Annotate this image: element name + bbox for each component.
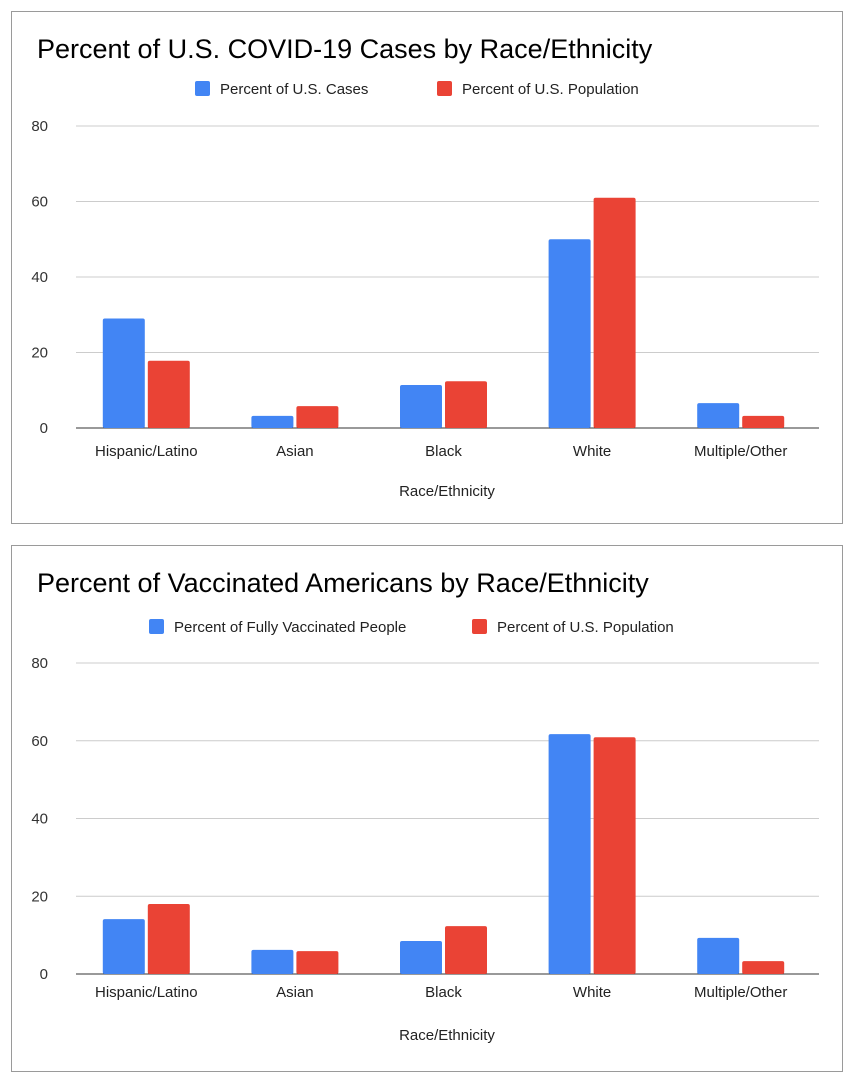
bar-blue bbox=[400, 940, 442, 974]
cases-chart-panel: Percent of U.S. COVID-19 Cases by Race/E… bbox=[11, 11, 843, 524]
bar-red bbox=[147, 904, 190, 974]
x-tick-label: Hispanic/Latino bbox=[95, 443, 198, 460]
bar-blue bbox=[697, 937, 740, 974]
legend-swatch bbox=[195, 81, 210, 96]
x-tick-label: Black bbox=[425, 984, 462, 1001]
x-tick-label: White bbox=[573, 984, 611, 1001]
legend-label: Percent of U.S. Population bbox=[497, 619, 674, 636]
bar-blue bbox=[548, 734, 591, 974]
legend-swatch bbox=[472, 619, 487, 634]
bar-red bbox=[296, 951, 339, 974]
y-tick-label: 0 bbox=[40, 966, 48, 983]
x-tick-label: Hispanic/Latino bbox=[95, 984, 198, 1001]
bar-blue bbox=[400, 384, 442, 428]
y-tick-label: 20 bbox=[31, 888, 48, 905]
bar-red bbox=[593, 737, 636, 974]
y-tick-label: 0 bbox=[40, 420, 48, 437]
legend-label: Percent of U.S. Cases bbox=[220, 81, 368, 98]
bar-red bbox=[445, 381, 487, 428]
bar-red bbox=[742, 415, 785, 428]
chart-title: Percent of U.S. COVID-19 Cases by Race/E… bbox=[37, 34, 653, 64]
bar-red bbox=[445, 926, 487, 974]
bar-red bbox=[742, 961, 785, 974]
vaccination-chart-panel: Percent of Vaccinated Americans by Race/… bbox=[11, 545, 843, 1072]
bar-blue bbox=[102, 919, 145, 974]
bar-blue bbox=[251, 415, 294, 428]
y-tick-label: 60 bbox=[31, 733, 48, 750]
legend-label: Percent of U.S. Population bbox=[462, 81, 639, 98]
x-tick-label: Multiple/Other bbox=[694, 984, 787, 1001]
y-tick-label: 20 bbox=[31, 345, 48, 362]
bar-blue bbox=[251, 949, 294, 974]
x-tick-label: Black bbox=[425, 443, 462, 460]
cases-chart: Percent of U.S. Cases Percent of U.S. Pop… bbox=[31, 81, 819, 500]
x-axis-label: Race/Ethnicity bbox=[399, 483, 495, 500]
legend-swatch bbox=[437, 81, 452, 96]
x-tick-label: White bbox=[573, 443, 611, 460]
y-tick-label: 40 bbox=[31, 811, 48, 828]
bar-red bbox=[593, 197, 636, 428]
y-tick-label: 40 bbox=[31, 269, 48, 286]
legend-swatch bbox=[149, 619, 164, 634]
chart-title: Percent of Vaccinated Americans by Race/… bbox=[37, 568, 649, 598]
y-tick-label: 80 bbox=[31, 118, 48, 135]
bar-red bbox=[296, 406, 339, 428]
bar-blue bbox=[102, 318, 145, 428]
x-tick-label: Multiple/Other bbox=[694, 443, 787, 460]
vaccination-chart: Percent of Fully Vaccinated People Percen… bbox=[31, 619, 819, 1044]
bar-blue bbox=[548, 239, 591, 428]
bar-red bbox=[147, 360, 190, 428]
y-tick-label: 80 bbox=[31, 655, 48, 672]
bar-blue bbox=[697, 403, 740, 428]
legend-label: Percent of Fully Vaccinated People bbox=[174, 619, 406, 636]
x-axis-label: Race/Ethnicity bbox=[399, 1027, 495, 1044]
y-tick-label: 60 bbox=[31, 194, 48, 211]
x-tick-label: Asian bbox=[276, 443, 314, 460]
x-tick-label: Asian bbox=[276, 984, 314, 1001]
